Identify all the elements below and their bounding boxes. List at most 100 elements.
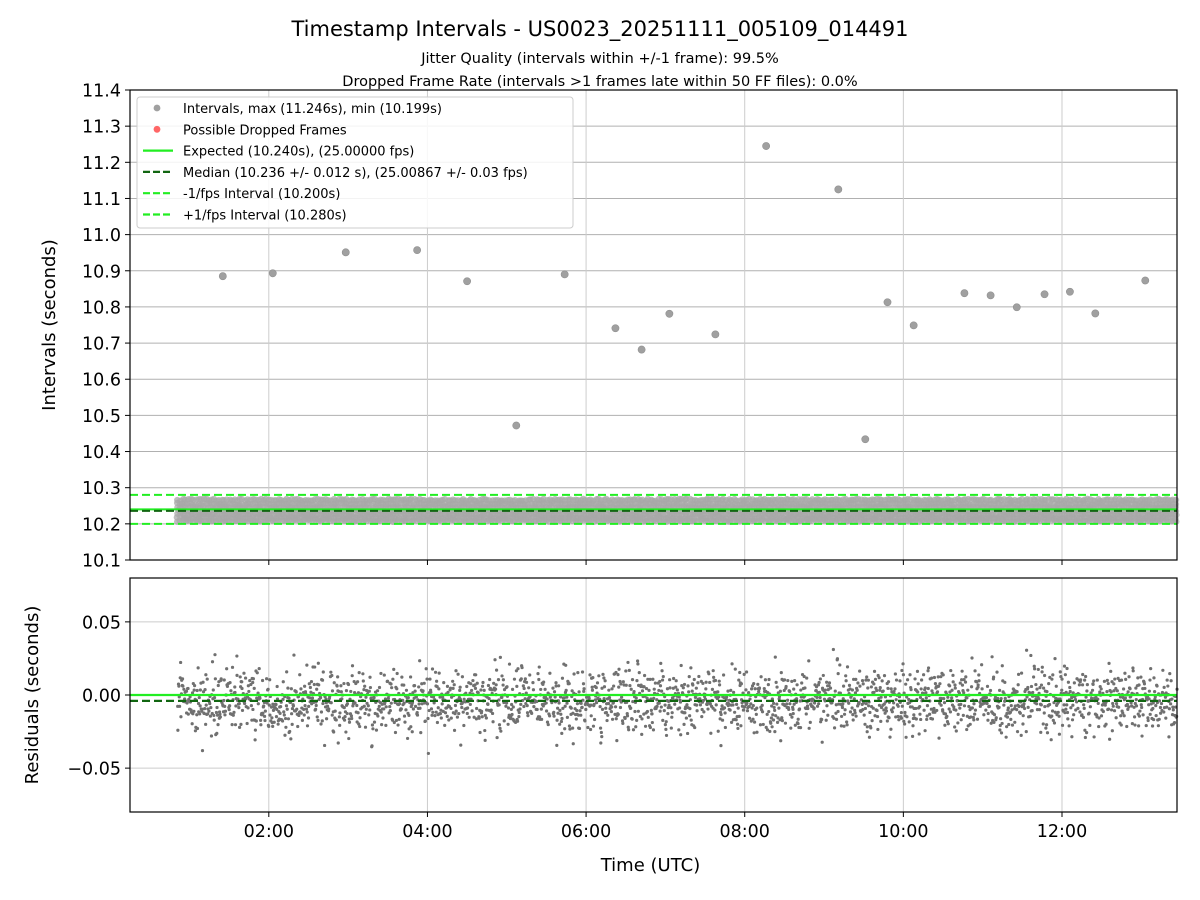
residual-point: [208, 714, 213, 718]
residual-point: [941, 709, 945, 713]
residual-point: [937, 684, 941, 688]
residual-point: [1004, 735, 1008, 739]
residual-point: [1071, 691, 1075, 695]
residual-point: [763, 696, 767, 700]
residual-point: [660, 669, 664, 673]
residual-point: [180, 677, 185, 681]
residual-point: [785, 702, 789, 706]
residual-point: [1024, 648, 1029, 652]
residual-point: [332, 730, 336, 734]
residual-point: [400, 675, 404, 679]
residual-point: [1050, 677, 1054, 681]
residual-point: [342, 718, 347, 722]
residual-point: [845, 723, 849, 727]
residual-point: [574, 717, 578, 721]
interval-outlier-point: [268, 269, 277, 278]
residual-point: [565, 715, 570, 719]
residual-point: [1030, 709, 1034, 713]
residual-point: [884, 706, 888, 710]
residual-point: [951, 673, 955, 677]
residual-point: [1038, 686, 1042, 690]
residual-point: [411, 691, 415, 695]
residual-point: [490, 688, 494, 692]
residual-point: [630, 678, 635, 682]
residual-point: [878, 688, 882, 692]
residual-point: [281, 697, 285, 701]
residual-point: [321, 701, 325, 706]
dropped-frame-subtitle: Dropped Frame Rate (intervals >1 frames …: [342, 74, 857, 90]
residual-point: [285, 707, 289, 711]
residual-point: [688, 707, 692, 711]
residual-point: [448, 686, 453, 690]
residual-point: [531, 681, 535, 685]
residual-point: [884, 709, 889, 713]
residual-point: [261, 711, 265, 715]
residual-point: [687, 675, 691, 679]
residual-point: [388, 704, 392, 709]
residual-point: [267, 724, 271, 729]
residual-point: [453, 703, 458, 708]
residual-point: [451, 679, 455, 683]
residual-point: [947, 707, 951, 711]
residual-point: [391, 677, 395, 681]
residual-point: [397, 717, 401, 721]
residual-point: [462, 697, 466, 701]
residual-point: [213, 653, 217, 657]
residual-point: [567, 724, 572, 728]
residual-point: [289, 687, 293, 691]
residual-point: [240, 686, 244, 691]
residual-point: [877, 703, 882, 707]
interval-outlier-point: [665, 309, 674, 318]
residual-point: [767, 709, 771, 714]
residual-point: [1042, 673, 1047, 678]
residual-point: [342, 706, 346, 710]
residual-point: [882, 708, 886, 712]
residual-point: [265, 677, 269, 681]
residual-point: [303, 684, 307, 688]
interval-outlier-point: [883, 298, 892, 307]
residual-point: [275, 707, 279, 711]
residual-point: [768, 729, 772, 734]
residual-point: [454, 709, 458, 713]
residual-point: [486, 702, 490, 706]
residual-point: [310, 696, 315, 700]
residual-point: [222, 698, 226, 703]
residual-point: [1040, 665, 1044, 669]
residual-point: [780, 719, 784, 723]
residual-point: [1033, 667, 1037, 671]
residual-point: [1065, 666, 1069, 671]
residual-point: [866, 678, 870, 682]
residual-point: [480, 715, 484, 719]
legend-entry: Intervals, max (11.246s), min (10.199s): [153, 102, 442, 117]
residual-point: [778, 689, 782, 693]
residual-point: [833, 689, 837, 693]
residual-point: [542, 680, 546, 684]
residual-point: [689, 666, 693, 670]
legend-marker: [153, 125, 161, 133]
residual-point: [893, 687, 897, 691]
residual-point: [1016, 672, 1021, 676]
residual-point: [757, 690, 761, 694]
residual-point: [524, 680, 529, 684]
residual-point: [446, 690, 450, 694]
residual-point: [898, 679, 902, 683]
residual-point: [538, 715, 542, 719]
residual-point: [461, 710, 465, 714]
residual-point: [841, 684, 846, 688]
residual-point: [746, 690, 751, 695]
residual-point: [806, 706, 810, 711]
residual-point: [475, 681, 479, 685]
residual-point: [262, 714, 267, 718]
residual-point: [948, 684, 952, 688]
residual-point: [557, 684, 561, 688]
residual-point: [522, 704, 526, 709]
residual-point: [1082, 706, 1086, 710]
residual-point: [490, 711, 495, 716]
residual-point: [861, 682, 865, 686]
residual-point: [1039, 730, 1043, 734]
residual-point: [259, 718, 263, 722]
residual-point: [414, 695, 419, 699]
residual-point: [377, 685, 382, 690]
residual-point: [886, 680, 891, 684]
residual-point: [664, 720, 668, 724]
